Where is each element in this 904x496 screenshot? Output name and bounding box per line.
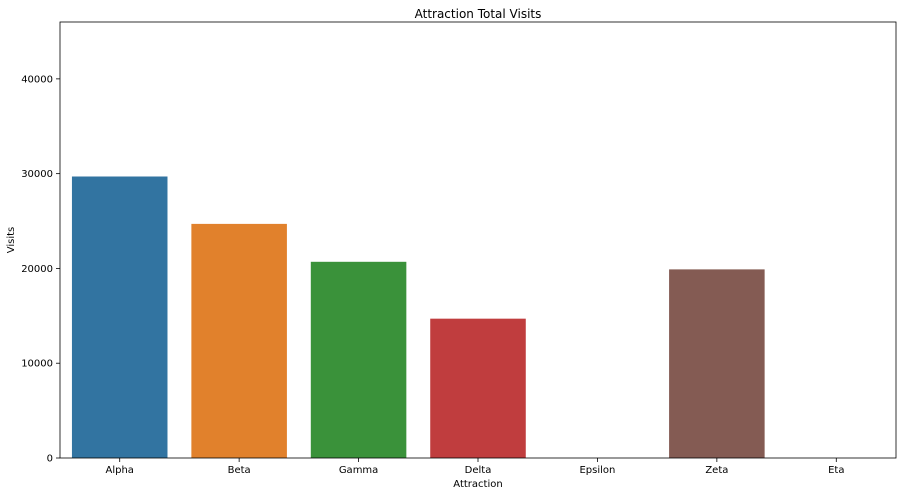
y-tick-label: 10000 [21,359,53,370]
x-tick-label: Epsilon [579,465,615,476]
plot-frame [59,21,897,459]
y-axis-label: Visits [6,227,17,254]
bar-beta [191,223,287,458]
x-tick-label: Alpha [105,465,133,476]
x-axis: Alpha Beta Gamma Delta Epsilon Zeta Eta [105,458,844,476]
y-tick-label: 40000 [21,74,53,85]
bar-gamma [310,261,407,458]
x-tick-label: Eta [828,465,844,476]
x-axis-label: Attraction [453,479,502,490]
y-axis: 0 10000 20000 30000 40000 [21,74,60,465]
x-tick-label: Zeta [705,465,728,476]
y-tick-label: 30000 [21,169,53,180]
bar-zeta [669,269,765,458]
x-tick-label: Gamma [339,465,379,476]
bar-alpha [71,176,168,458]
bars-group [71,176,765,458]
bar-delta [430,318,526,458]
x-tick-label: Beta [228,465,251,476]
y-tick-label: 0 [47,454,53,465]
chart-title: Attraction Total Visits [415,7,542,21]
y-tick-label: 20000 [21,264,53,275]
x-tick-label: Delta [465,465,492,476]
